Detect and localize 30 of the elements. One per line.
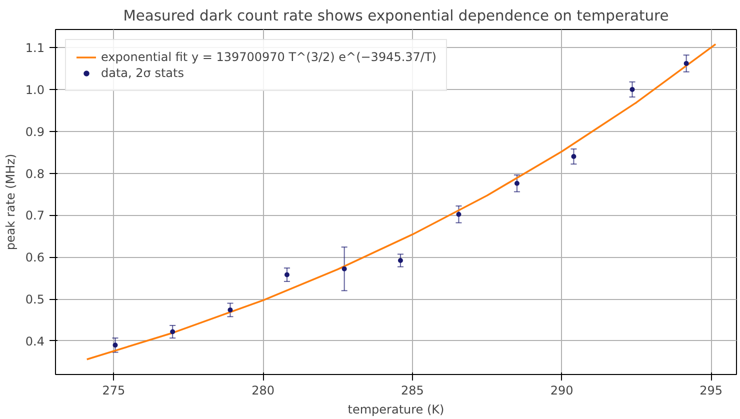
y-axis-title: peak rate (MHz) bbox=[3, 154, 18, 250]
line-series bbox=[86, 43, 716, 360]
x-tick-label: 295 bbox=[700, 384, 723, 398]
point bbox=[170, 329, 176, 334]
point bbox=[630, 86, 635, 92]
y-tick-label: 0.7 bbox=[25, 208, 45, 223]
x-tick-label: 290 bbox=[550, 384, 574, 398]
point bbox=[571, 154, 576, 160]
legend-label: exponential fit y = 139700970 T^(3/2) e^(−3945.37/T) bbox=[101, 50, 436, 64]
legend-label: data, 2σ stats bbox=[101, 66, 184, 80]
point bbox=[456, 212, 462, 217]
x-tick-label: 280 bbox=[252, 384, 275, 398]
y-tick-label: 1.1 bbox=[25, 41, 45, 56]
y-tick-label: 0.6 bbox=[25, 250, 45, 265]
y-tick-label: 0.9 bbox=[25, 124, 45, 139]
y-tick-label: 0.8 bbox=[25, 166, 45, 181]
y-tick-label: 1.0 bbox=[25, 82, 45, 97]
y-tick-label: 0.5 bbox=[25, 292, 45, 307]
point bbox=[684, 60, 689, 66]
point bbox=[112, 342, 118, 348]
chart-title: Measured dark count rate shows exponential dependence on temperature bbox=[123, 8, 669, 24]
x-tick-label: 285 bbox=[400, 384, 424, 398]
x-axis-title: temperature (K) bbox=[348, 402, 444, 416]
x-tick-label: 275 bbox=[102, 384, 126, 398]
point bbox=[514, 180, 520, 186]
y-tick-label: 0.4 bbox=[25, 334, 45, 348]
point bbox=[228, 307, 233, 312]
point bbox=[284, 272, 290, 278]
point bbox=[398, 258, 403, 263]
point bbox=[342, 266, 347, 272]
